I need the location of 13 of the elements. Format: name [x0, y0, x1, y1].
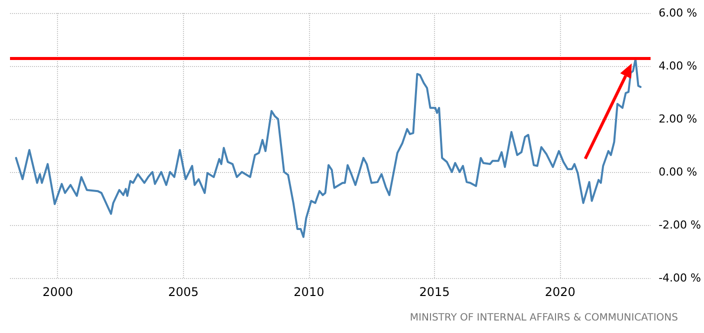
text: MINISTRY OF INTERNAL AFFAIRS & COMMUNICATIONS	[410, 312, 678, 324]
y-tick-label: -4.00 %	[658, 272, 702, 284]
line-series	[15, 58, 642, 238]
x-tick-label: 2000	[42, 285, 74, 299]
y-tick-label: 0.00 %	[658, 166, 698, 178]
y-tick-label: 4.00 %	[658, 60, 698, 72]
x-tick-label: 2005	[168, 285, 199, 299]
y-tick-label: 2.00 %	[658, 112, 698, 126]
x-tick-label: 2010	[294, 285, 324, 299]
x-tick-label: 2020	[544, 285, 576, 299]
y-tick-label: 6.00 %	[658, 6, 698, 20]
y-tick-label: -2.00 %	[658, 218, 702, 232]
x-tick-label: 2015	[419, 285, 450, 299]
